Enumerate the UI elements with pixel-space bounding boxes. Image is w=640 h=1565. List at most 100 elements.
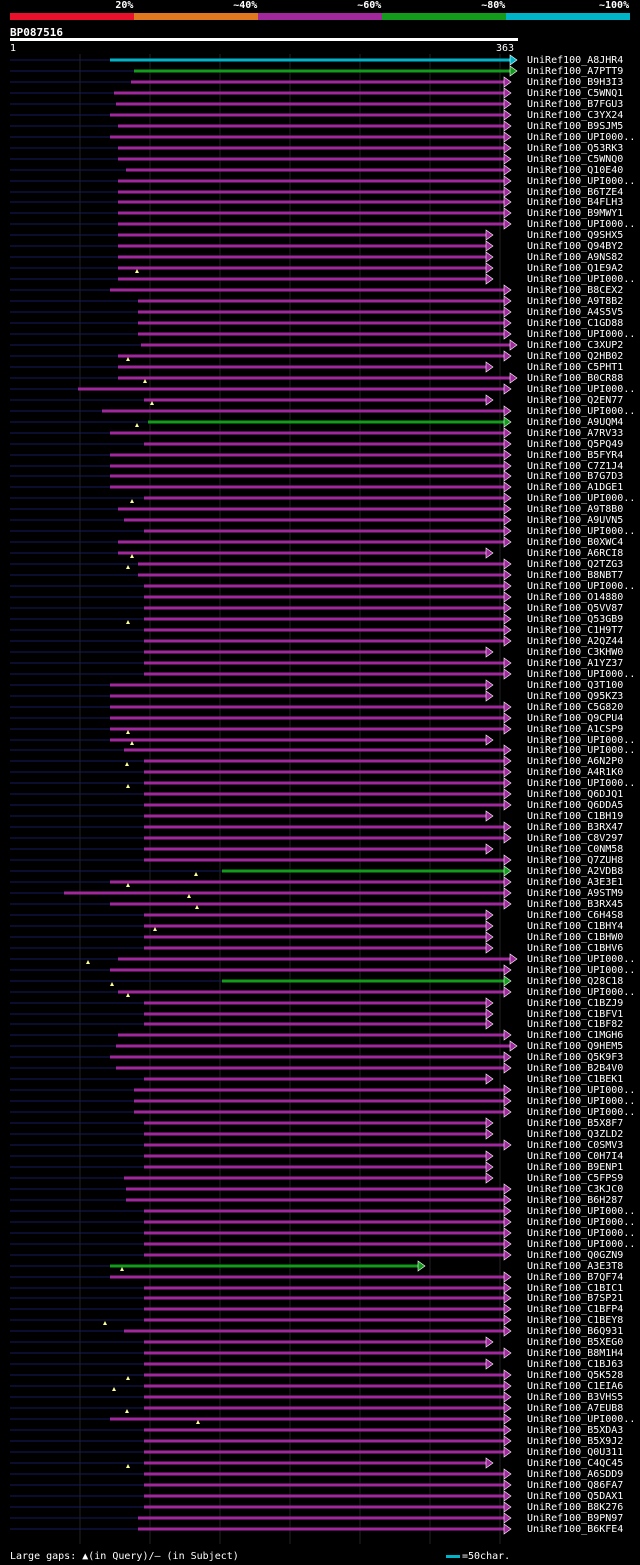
- hit-label[interactable]: UniRef100_UPI000..: [527, 274, 636, 285]
- hit-label[interactable]: UniRef100_C3XUP2: [527, 340, 624, 351]
- hit-label[interactable]: UniRef100_C5PHT1: [527, 362, 624, 373]
- hit-label[interactable]: UniRef100_C6H4S8: [527, 910, 624, 921]
- hit-label[interactable]: UniRef100_B8NBT7: [527, 570, 624, 581]
- hit-label[interactable]: UniRef100_A6SDD9: [527, 1469, 624, 1480]
- hit-label[interactable]: UniRef100_Q6DJQ1: [527, 789, 624, 800]
- hit-label[interactable]: UniRef100_C1BFV1: [527, 1009, 624, 1020]
- hit-label[interactable]: UniRef100_UPI000..: [527, 1239, 636, 1250]
- hit-label[interactable]: UniRef100_UPI000..: [527, 406, 636, 417]
- hit-label[interactable]: UniRef100_C1BJ63: [527, 1359, 624, 1370]
- hit-label[interactable]: UniRef100_Q53GB9: [527, 614, 624, 625]
- hit-label[interactable]: UniRef100_C7Z1J4: [527, 461, 624, 472]
- hit-label[interactable]: UniRef100_UPI000..: [527, 745, 636, 756]
- hit-label[interactable]: UniRef100_A9NS82: [527, 252, 624, 263]
- hit-label[interactable]: UniRef100_A4S5V5: [527, 307, 624, 318]
- hit-label[interactable]: UniRef100_A1YZ37: [527, 658, 624, 669]
- hit-label[interactable]: UniRef100_A9T8B0: [527, 504, 624, 515]
- hit-label[interactable]: UniRef100_Q3ZLD2: [527, 1129, 624, 1140]
- hit-label[interactable]: UniRef100_B9ENP1: [527, 1162, 624, 1173]
- hit-label[interactable]: UniRef100_Q3T100: [527, 680, 624, 691]
- hit-label[interactable]: UniRef100_B3RX47: [527, 822, 624, 833]
- hit-label[interactable]: UniRef100_B6Q931: [527, 1326, 624, 1337]
- hit-label[interactable]: UniRef100_UPI000..: [527, 1228, 636, 1239]
- hit-label[interactable]: UniRef100_B7SP21: [527, 1293, 624, 1304]
- hit-label[interactable]: UniRef100_B8CEX2: [527, 285, 624, 296]
- hit-label[interactable]: UniRef100_C1BEY8: [527, 1315, 624, 1326]
- hit-label[interactable]: UniRef100_C3KJC0: [527, 1184, 624, 1195]
- hit-label[interactable]: UniRef100_Q2HB02: [527, 351, 624, 362]
- hit-label[interactable]: UniRef100_Q5K528: [527, 1370, 624, 1381]
- hit-label[interactable]: UniRef100_C0NM58: [527, 844, 624, 855]
- hit-label[interactable]: UniRef100_C1MGH6: [527, 1030, 624, 1041]
- hit-label[interactable]: UniRef100_UPI000..: [527, 965, 636, 976]
- hit-label[interactable]: UniRef100_UPI000..: [527, 384, 636, 395]
- hit-label[interactable]: UniRef100_C5G820: [527, 702, 624, 713]
- hit-label[interactable]: UniRef100_B9PN97: [527, 1513, 624, 1524]
- hit-label[interactable]: UniRef100_C1BHV6: [527, 943, 624, 954]
- hit-label[interactable]: UniRef100_UPI000..: [527, 1107, 636, 1118]
- hit-label[interactable]: UniRef100_O14880: [527, 592, 624, 603]
- hit-label[interactable]: UniRef100_B0XWC4: [527, 537, 624, 548]
- hit-label[interactable]: UniRef100_UPI000..: [527, 493, 636, 504]
- hit-label[interactable]: UniRef100_B6KFE4: [527, 1524, 624, 1535]
- hit-label[interactable]: UniRef100_B5FYR4: [527, 450, 624, 461]
- hit-label[interactable]: UniRef100_Q5VV87: [527, 603, 624, 614]
- hit-label[interactable]: UniRef100_A9UVN5: [527, 515, 624, 526]
- hit-label[interactable]: UniRef100_UPI000..: [527, 735, 636, 746]
- hit-label[interactable]: UniRef100_UPI000..: [527, 1206, 636, 1217]
- hit-label[interactable]: UniRef100_Q5DAX1: [527, 1491, 624, 1502]
- hit-label[interactable]: UniRef100_B9H3I3: [527, 77, 624, 88]
- hit-label[interactable]: UniRef100_Q9SHX5: [527, 230, 624, 241]
- hit-label[interactable]: UniRef100_B5XEG0: [527, 1337, 624, 1348]
- hit-label[interactable]: UniRef100_UPI000..: [527, 987, 636, 998]
- hit-label[interactable]: UniRef100_A7PTT9: [527, 66, 624, 77]
- hit-label[interactable]: UniRef100_UPI000..: [527, 1414, 636, 1425]
- hit-label[interactable]: UniRef100_UPI000..: [527, 219, 636, 230]
- hit-label[interactable]: UniRef100_B7QF74: [527, 1272, 624, 1283]
- hit-label[interactable]: UniRef100_C3YX24: [527, 110, 624, 121]
- hit-label[interactable]: UniRef100_C5WNQ0: [527, 154, 624, 165]
- hit-label[interactable]: UniRef100_B5X9J2: [527, 1436, 624, 1447]
- hit-label[interactable]: UniRef100_UPI000..: [527, 176, 636, 187]
- hit-label[interactable]: UniRef100_Q0U311: [527, 1447, 624, 1458]
- hit-label[interactable]: UniRef100_Q95KZ3: [527, 691, 624, 702]
- hit-label[interactable]: UniRef100_B0CR88: [527, 373, 624, 384]
- hit-label[interactable]: UniRef100_UPI000..: [527, 954, 636, 965]
- hit-label[interactable]: UniRef100_B9MWY1: [527, 208, 624, 219]
- hit-label[interactable]: UniRef100_A2VDB8: [527, 866, 624, 877]
- hit-label[interactable]: UniRef100_Q10E40: [527, 165, 624, 176]
- hit-label[interactable]: UniRef100_C1BIC1: [527, 1283, 624, 1294]
- hit-label[interactable]: UniRef100_C1GD88: [527, 318, 624, 329]
- hit-label[interactable]: UniRef100_A8JHR4: [527, 55, 624, 66]
- hit-label[interactable]: UniRef100_C1BH19: [527, 811, 624, 822]
- hit-label[interactable]: UniRef100_A1DGE1: [527, 482, 624, 493]
- hit-label[interactable]: UniRef100_C1BF82: [527, 1019, 624, 1030]
- hit-label[interactable]: UniRef100_Q5K9F3: [527, 1052, 624, 1063]
- hit-label[interactable]: UniRef100_UPI000..: [527, 526, 636, 537]
- hit-label[interactable]: UniRef100_Q53RK3: [527, 143, 624, 154]
- hit-label[interactable]: UniRef100_B8M1H4: [527, 1348, 624, 1359]
- hit-label[interactable]: UniRef100_C1EIA6: [527, 1381, 624, 1392]
- hit-label[interactable]: UniRef100_B2B4V0: [527, 1063, 624, 1074]
- hit-label[interactable]: UniRef100_C5FPS9: [527, 1173, 624, 1184]
- hit-label[interactable]: UniRef100_B6TZE4: [527, 187, 624, 198]
- hit-label[interactable]: UniRef100_Q5PQ49: [527, 439, 624, 450]
- hit-label[interactable]: UniRef100_UPI000..: [527, 329, 636, 340]
- hit-label[interactable]: UniRef100_B3RX45: [527, 899, 624, 910]
- hit-label[interactable]: UniRef100_B9SJM5: [527, 121, 624, 132]
- hit-label[interactable]: UniRef100_A1CSP9: [527, 724, 624, 735]
- hit-label[interactable]: UniRef100_UPI000..: [527, 1096, 636, 1107]
- hit-label[interactable]: UniRef100_C0H7I4: [527, 1151, 624, 1162]
- hit-label[interactable]: UniRef100_Q28C18: [527, 976, 624, 987]
- hit-label[interactable]: UniRef100_B7FGU3: [527, 99, 624, 110]
- hit-label[interactable]: UniRef100_A7RV33: [527, 428, 624, 439]
- hit-label[interactable]: UniRef100_A6N2P0: [527, 756, 624, 767]
- hit-label[interactable]: UniRef100_B8K276: [527, 1502, 624, 1513]
- hit-label[interactable]: UniRef100_B6H287: [527, 1195, 624, 1206]
- hit-label[interactable]: UniRef100_C1BFP4: [527, 1304, 624, 1315]
- hit-label[interactable]: UniRef100_UPI000..: [527, 1217, 636, 1228]
- hit-label[interactable]: UniRef100_A3E3T8: [527, 1261, 624, 1272]
- hit-label[interactable]: UniRef100_UPI000..: [527, 778, 636, 789]
- hit-label[interactable]: UniRef100_UPI000..: [527, 581, 636, 592]
- hit-label[interactable]: UniRef100_B5X8F7: [527, 1118, 624, 1129]
